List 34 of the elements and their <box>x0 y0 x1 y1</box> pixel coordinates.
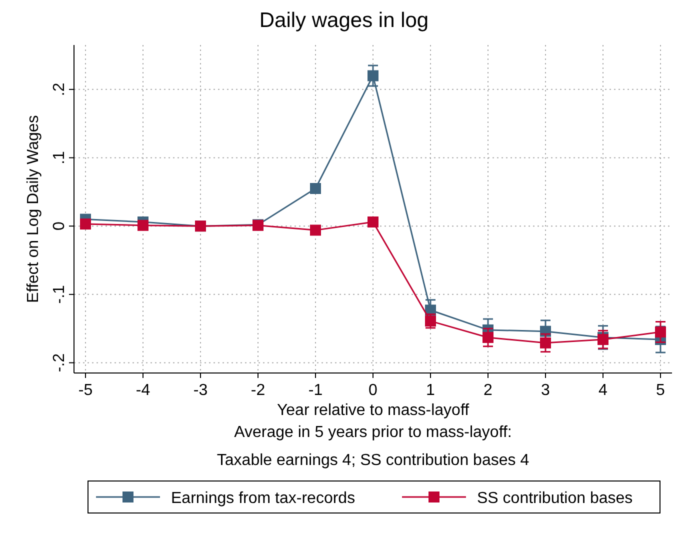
chart-title: Daily wages in log <box>259 9 429 32</box>
y-tick-label: -.1 <box>51 284 68 304</box>
y-axis-title: Effect on Log Daily Wages <box>25 115 42 303</box>
y-tick-label: .1 <box>51 150 68 164</box>
text: Taxable earnings 4; SS contribution bases 4 <box>216 452 530 469</box>
point <box>540 337 551 348</box>
point <box>598 334 608 346</box>
point <box>368 70 378 82</box>
point <box>368 216 378 228</box>
x-axis-title: Year relative to mass-layoff <box>276 402 470 419</box>
x-tick-label: 5 <box>656 382 666 399</box>
point <box>138 220 148 231</box>
legend-label: SS contribution bases <box>477 490 633 507</box>
y-tick-label: 0 <box>51 222 68 231</box>
point <box>655 326 666 338</box>
y-tick-label: -.2 <box>51 353 68 372</box>
x-tick-label: -1 <box>308 382 323 399</box>
x-tick-label: 1 <box>426 382 436 399</box>
x-tick-label: -2 <box>250 382 266 399</box>
x-tick-label: -5 <box>78 382 93 399</box>
point <box>310 224 321 236</box>
x-tick-label: 3 <box>541 382 550 399</box>
point <box>310 183 321 194</box>
x-tick-label: 2 <box>484 382 493 399</box>
y-tick-label: .2 <box>51 82 68 96</box>
text: Average in 5 years prior to mass-layoff: <box>234 424 512 441</box>
point <box>482 332 494 343</box>
point <box>425 316 436 327</box>
point <box>80 218 91 230</box>
x-tick-label: -3 <box>193 382 208 399</box>
legend-label: Earnings from tax-records <box>171 490 356 507</box>
x-tick-label: 0 <box>368 382 378 399</box>
x-tick-label: 4 <box>598 382 608 399</box>
x-tick-label: -4 <box>136 382 150 399</box>
